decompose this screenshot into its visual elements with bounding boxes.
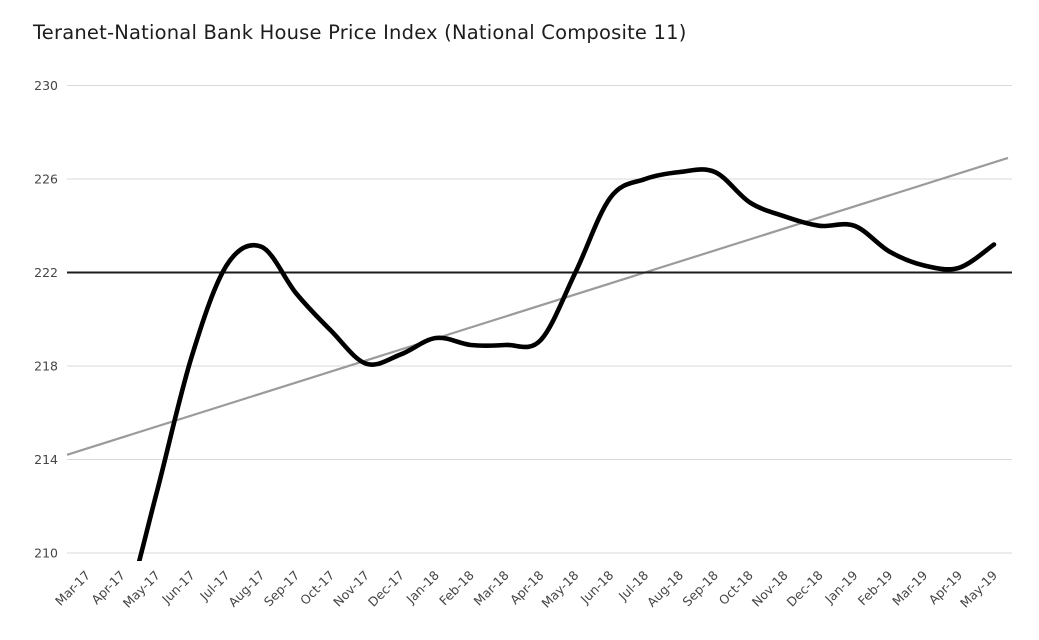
x-tick-label-Aug-17: Aug-17 bbox=[225, 568, 267, 610]
x-tick-label-Mar-19: Mar-19 bbox=[889, 567, 930, 608]
x-tick-label-Nov-17: Nov-17 bbox=[330, 568, 372, 610]
x-tick-label-Dec-17: Dec-17 bbox=[365, 568, 407, 610]
y-tick-label-226: 226 bbox=[34, 172, 58, 187]
chart-title: Teranet-National Bank House Price Index … bbox=[33, 21, 687, 44]
x-tick-label-Jun-18: Jun-18 bbox=[577, 567, 617, 607]
y-tick-label-230: 230 bbox=[34, 78, 58, 93]
x-tick-label-May-17: May-17 bbox=[120, 568, 163, 611]
x-tick-label-Oct-18: Oct-18 bbox=[716, 567, 756, 607]
x-tick-label-Jan-18: Jan-18 bbox=[403, 567, 442, 606]
hpi-curve bbox=[136, 167, 997, 561]
x-tick-label-Dec-18: Dec-18 bbox=[784, 567, 826, 609]
x-tick-label-Nov-18: Nov-18 bbox=[749, 567, 791, 609]
x-tick-label-May-18: May-18 bbox=[538, 567, 581, 610]
y-tick-label-218: 218 bbox=[34, 359, 58, 374]
y-tick-label-214: 214 bbox=[34, 452, 58, 467]
x-tick-label-Jan-19: Jan-19 bbox=[821, 567, 860, 606]
x-tick-label-Mar-17: Mar-17 bbox=[52, 568, 93, 609]
x-tick-label-Aug-18: Aug-18 bbox=[644, 567, 686, 609]
y-tick-label-222: 222 bbox=[34, 265, 58, 280]
x-tick-label-Feb-18: Feb-18 bbox=[436, 567, 477, 608]
x-tick-label-Jun-17: Jun-17 bbox=[158, 568, 198, 608]
gridlines bbox=[67, 85, 1012, 554]
x-tick-label-Sep-18: Sep-18 bbox=[679, 567, 721, 609]
series bbox=[136, 167, 997, 561]
trend-line bbox=[66, 156, 1009, 456]
trend-line-segment bbox=[66, 156, 1009, 456]
x-tick-label-Sep-17: Sep-17 bbox=[261, 568, 303, 610]
x-tick-label-Feb-19: Feb-19 bbox=[855, 567, 896, 608]
x-tick-label-May-19: May-19 bbox=[957, 567, 1000, 610]
y-tick-label-210: 210 bbox=[34, 546, 58, 561]
x-tick-label-Oct-17: Oct-17 bbox=[297, 568, 337, 608]
x-tick-label-Mar-18: Mar-18 bbox=[471, 567, 512, 608]
y-axis-labels: 230 226 222 218 214 210 bbox=[34, 78, 58, 561]
